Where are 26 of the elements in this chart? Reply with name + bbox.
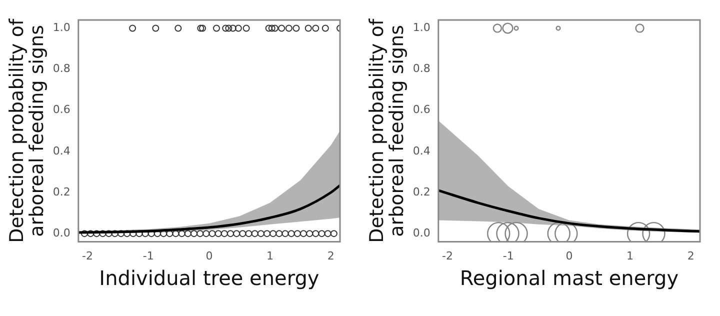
x-tick-label: 2 xyxy=(327,249,334,262)
y-tick-label: 0.8 xyxy=(52,62,70,76)
x-axis-title: Regional mast energy xyxy=(460,266,679,290)
x-tick-label: 1 xyxy=(626,249,634,262)
x-tick-label: 1 xyxy=(266,249,274,262)
x-tick-label: -1 xyxy=(142,249,154,262)
y-tick-label: 0.6 xyxy=(412,103,430,116)
y-axis-title: Detection probability of arboreal feeding signs xyxy=(6,18,48,243)
x-tick-label: -2 xyxy=(82,249,94,262)
y-tick-label: 0.4 xyxy=(52,144,70,158)
y-axis-title: Detection probability of arboreal feeding signs xyxy=(366,18,408,243)
x-tick-label: -1 xyxy=(502,249,514,262)
y-tick-label: 0.2 xyxy=(52,185,70,198)
x-tick-label: 0 xyxy=(566,249,573,262)
y-tick-label: 0.6 xyxy=(52,103,70,116)
y-tick-label: 1.0 xyxy=(52,21,70,34)
x-axis-title: Individual tree energy xyxy=(99,266,320,290)
x-tick-label: 0 xyxy=(206,249,213,262)
y-tick-label: 0.0 xyxy=(412,226,430,240)
y-tick-label: 0.8 xyxy=(412,62,430,76)
x-tick-label: -2 xyxy=(442,249,454,262)
y-tick-label: 0.4 xyxy=(412,144,430,158)
y-tick-label: 0.2 xyxy=(412,185,430,198)
y-tick-label: 1.0 xyxy=(412,21,430,34)
y-tick-label: 0.0 xyxy=(52,226,70,240)
x-tick-label: 2 xyxy=(687,249,694,262)
